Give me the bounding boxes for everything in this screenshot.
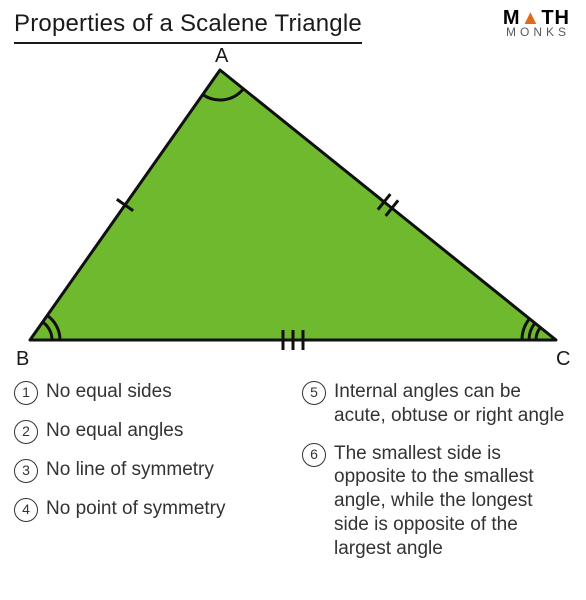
item-text: No point of symmetry xyxy=(46,497,226,522)
list-item: 5 Internal angles can be acute, obtuse or… xyxy=(302,380,572,428)
item-number: 3 xyxy=(14,459,38,483)
list-item: 4 No point of symmetry xyxy=(14,497,284,522)
item-number: 5 xyxy=(302,381,326,405)
item-text: No line of symmetry xyxy=(46,458,214,483)
list-item: 1 No equal sides xyxy=(14,380,284,405)
svg-text:B: B xyxy=(16,348,29,370)
properties-left-col: 1 No equal sides 2 No equal angles 3 No lin… xyxy=(14,380,284,574)
brand-line2: MONKS xyxy=(503,26,570,38)
svg-text:A: A xyxy=(215,45,229,67)
svg-text:C: C xyxy=(556,348,570,370)
page: Properties of a Scalene Triangle M▲TH MO… xyxy=(0,0,586,600)
item-text: No equal angles xyxy=(46,419,183,444)
item-text: No equal sides xyxy=(46,380,172,405)
list-item: 2 No equal angles xyxy=(14,419,284,444)
properties-right-col: 5 Internal angles can be acute, obtuse or… xyxy=(302,380,572,574)
item-text: The smallest side is opposite to the sma… xyxy=(334,442,572,561)
item-number: 2 xyxy=(14,420,38,444)
list-item: 6 The smallest side is opposite to the sm… xyxy=(302,442,572,561)
triangle-diagram: A B C xyxy=(10,40,576,370)
page-title: Properties of a Scalene Triangle xyxy=(14,10,362,44)
item-number: 6 xyxy=(302,443,326,467)
list-item: 3 No line of symmetry xyxy=(14,458,284,483)
properties-list: 1 No equal sides 2 No equal angles 3 No lin… xyxy=(14,380,572,574)
brand-logo: M▲TH MONKS xyxy=(503,8,570,38)
item-number: 4 xyxy=(14,498,38,522)
item-number: 1 xyxy=(14,381,38,405)
item-text: Internal angles can be acute, obtuse or … xyxy=(334,380,572,428)
